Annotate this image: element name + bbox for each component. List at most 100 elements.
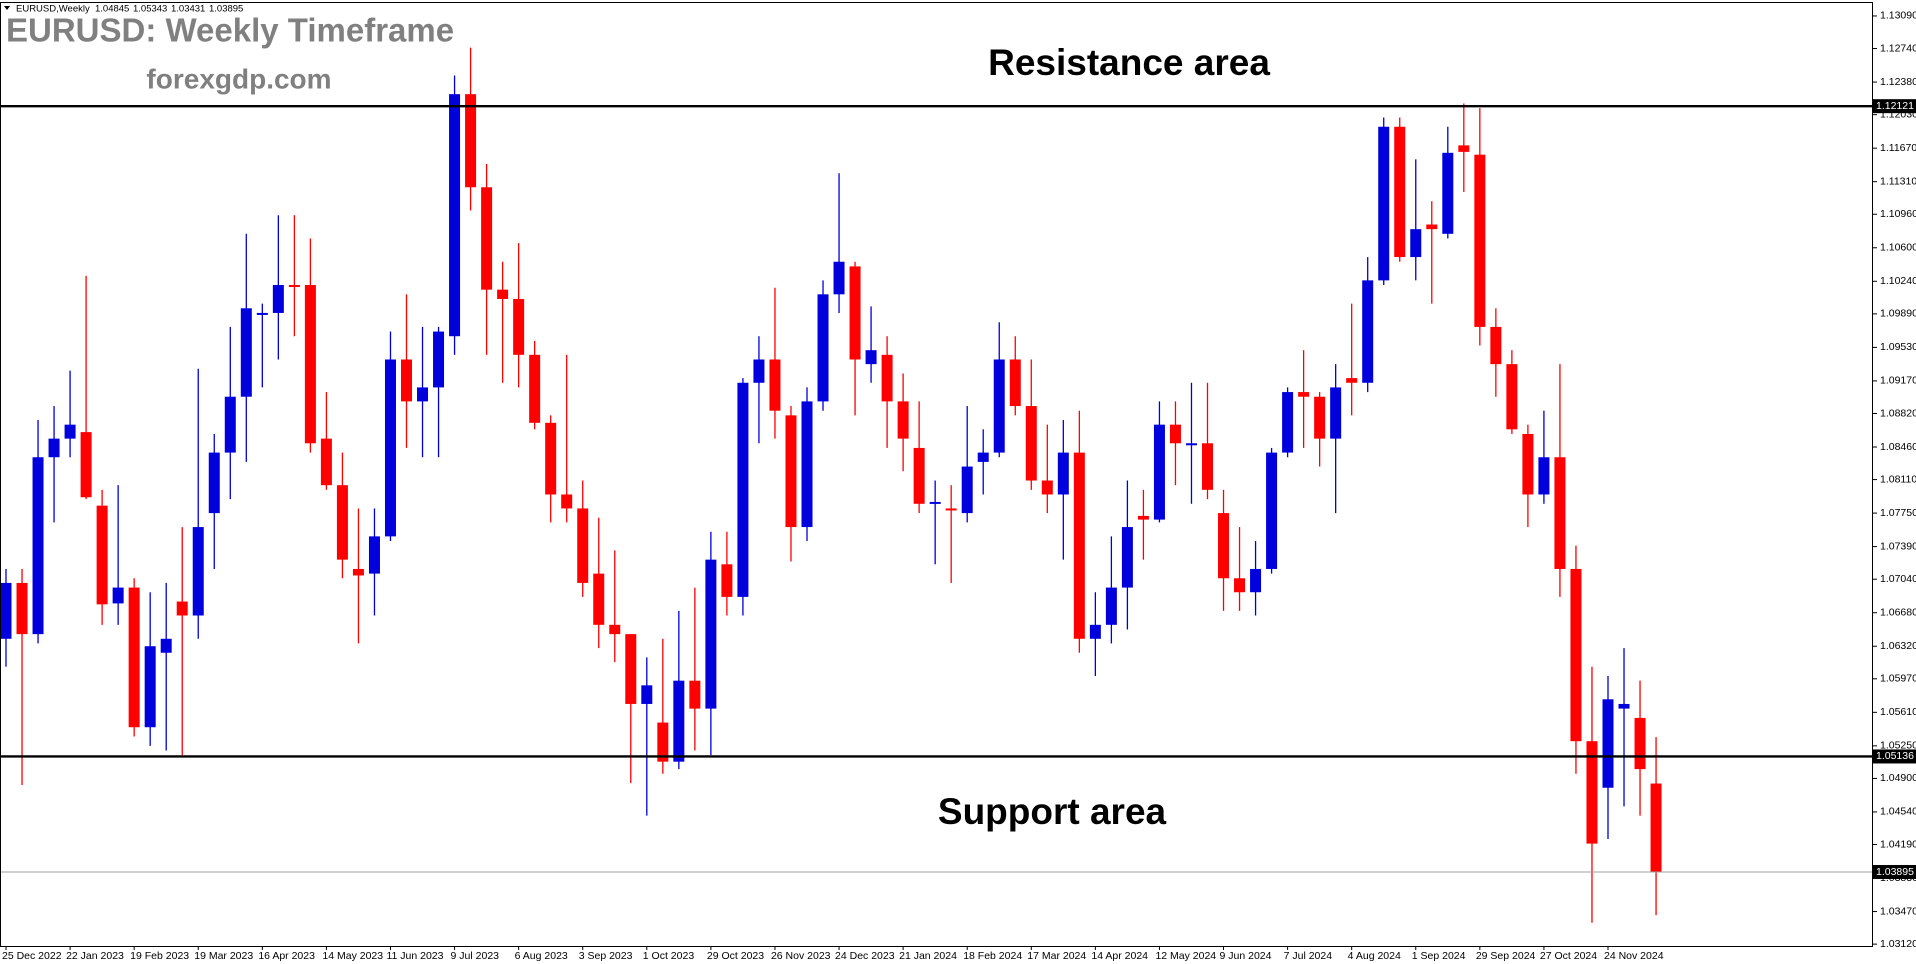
candle-body	[993, 359, 1005, 453]
candle-body	[160, 638, 172, 653]
candle-body	[1634, 717, 1646, 770]
candle-body	[0, 582, 12, 639]
candle-body	[417, 387, 429, 402]
x-tick-label: 25 Dec 2022	[2, 950, 62, 962]
x-tick-label: 29 Oct 2023	[707, 950, 764, 962]
candle-body	[1041, 480, 1053, 495]
header-close: 1.03895	[209, 4, 243, 15]
candle-body	[721, 564, 733, 597]
candle-body	[1442, 152, 1454, 234]
y-tick-label: 1.04900	[1880, 772, 1916, 784]
x-tick-label: 14 Apr 2024	[1091, 950, 1148, 962]
x-tick-label: 14 May 2023	[322, 950, 383, 962]
candle-body	[785, 415, 797, 528]
candle-body	[32, 457, 44, 635]
candle-body	[1602, 699, 1614, 788]
candle-body	[1089, 624, 1101, 639]
candle-body	[945, 508, 957, 511]
candle-body	[769, 359, 781, 411]
candle-body	[1474, 154, 1486, 327]
candle-body	[1506, 364, 1518, 430]
y-tick-label: 1.06680	[1880, 606, 1916, 618]
candle-body	[1410, 229, 1422, 258]
candle-body	[1105, 587, 1117, 625]
x-tick-label: 27 Oct 2024	[1540, 950, 1597, 962]
candle-body	[481, 187, 493, 290]
candle-body	[849, 266, 861, 360]
x-tick-label: 24 Nov 2024	[1604, 950, 1664, 962]
candle-body	[577, 508, 589, 583]
candle-body	[513, 298, 525, 355]
candle-body	[352, 568, 364, 576]
candle-body	[16, 582, 28, 635]
candle-body	[609, 624, 621, 635]
x-tick-label: 4 Aug 2024	[1348, 950, 1401, 962]
candle-body	[96, 505, 108, 605]
candle-body	[336, 485, 348, 560]
candle-body	[1378, 126, 1390, 281]
y-tick-label: 1.10240	[1880, 275, 1916, 287]
candle-body	[1121, 527, 1133, 588]
y-tick-label: 1.11310	[1880, 175, 1916, 187]
x-tick-label: 9 Jul 2023	[451, 950, 500, 962]
candle-body	[801, 401, 813, 528]
candle-body	[545, 422, 557, 495]
candle-body	[1282, 392, 1294, 453]
x-tick-label: 3 Sep 2023	[579, 950, 633, 962]
x-tick-label: 18 Feb 2024	[963, 950, 1022, 962]
candle-body	[833, 261, 845, 295]
y-tick-label: 1.09170	[1880, 375, 1916, 387]
y-tick-label: 1.08110	[1880, 473, 1916, 485]
candle-body	[1522, 433, 1534, 495]
y-tick-label: 1.10960	[1880, 208, 1916, 220]
candle-body	[1330, 387, 1342, 439]
y-tick-label: 1.05250	[1880, 740, 1916, 752]
candle-body	[1218, 513, 1230, 579]
candle-body	[208, 452, 220, 514]
annotation: Support area	[938, 791, 1167, 832]
candle-body	[1426, 224, 1438, 230]
candle-body	[1394, 126, 1406, 258]
candle-body	[657, 722, 669, 762]
candle-body	[1346, 378, 1358, 383]
candle-body	[1250, 568, 1262, 593]
candle-body	[320, 438, 332, 486]
header-high: 1.05343	[133, 4, 167, 15]
candle-body	[1554, 457, 1566, 569]
candle-body	[897, 401, 909, 439]
candle-body	[961, 466, 973, 514]
candle-body	[256, 312, 268, 315]
y-tick-label: 1.07750	[1880, 507, 1916, 519]
candle-body	[1234, 578, 1246, 593]
candle-body	[1153, 424, 1165, 520]
x-tick-label: 7 Jul 2024	[1284, 950, 1333, 962]
x-tick-label: 29 Sep 2024	[1476, 950, 1536, 962]
candle-body	[1185, 443, 1197, 446]
y-tick-label: 1.03470	[1880, 905, 1916, 917]
x-tick-label: 19 Feb 2023	[130, 950, 189, 962]
y-tick-label: 1.13090	[1880, 10, 1916, 22]
candle-body	[144, 646, 156, 728]
candle-body	[689, 680, 701, 709]
candle-body	[1362, 280, 1374, 383]
x-tick-label: 22 Jan 2023	[66, 950, 124, 962]
header-low: 1.03431	[171, 4, 205, 15]
y-tick-label: 1.11670	[1880, 142, 1916, 154]
header-arrow	[4, 6, 10, 10]
level-label-box	[1873, 749, 1916, 764]
candle-body	[641, 685, 653, 704]
candle-body	[977, 452, 989, 462]
last-price-label: 1.03895	[1876, 866, 1914, 878]
y-tick-label: 1.07390	[1880, 540, 1916, 552]
header-symbol: EURUSD,Weekly	[16, 4, 90, 15]
x-tick-label: 11 Jun 2023	[386, 950, 443, 962]
candle-body	[401, 359, 412, 402]
candle-body	[593, 573, 605, 625]
y-tick-label: 1.08460	[1880, 441, 1916, 453]
candle-body	[192, 527, 204, 616]
y-tick-label: 1.10600	[1880, 242, 1916, 254]
candle-body	[1057, 452, 1069, 495]
candle-body	[497, 289, 509, 299]
candle-body	[368, 536, 380, 574]
